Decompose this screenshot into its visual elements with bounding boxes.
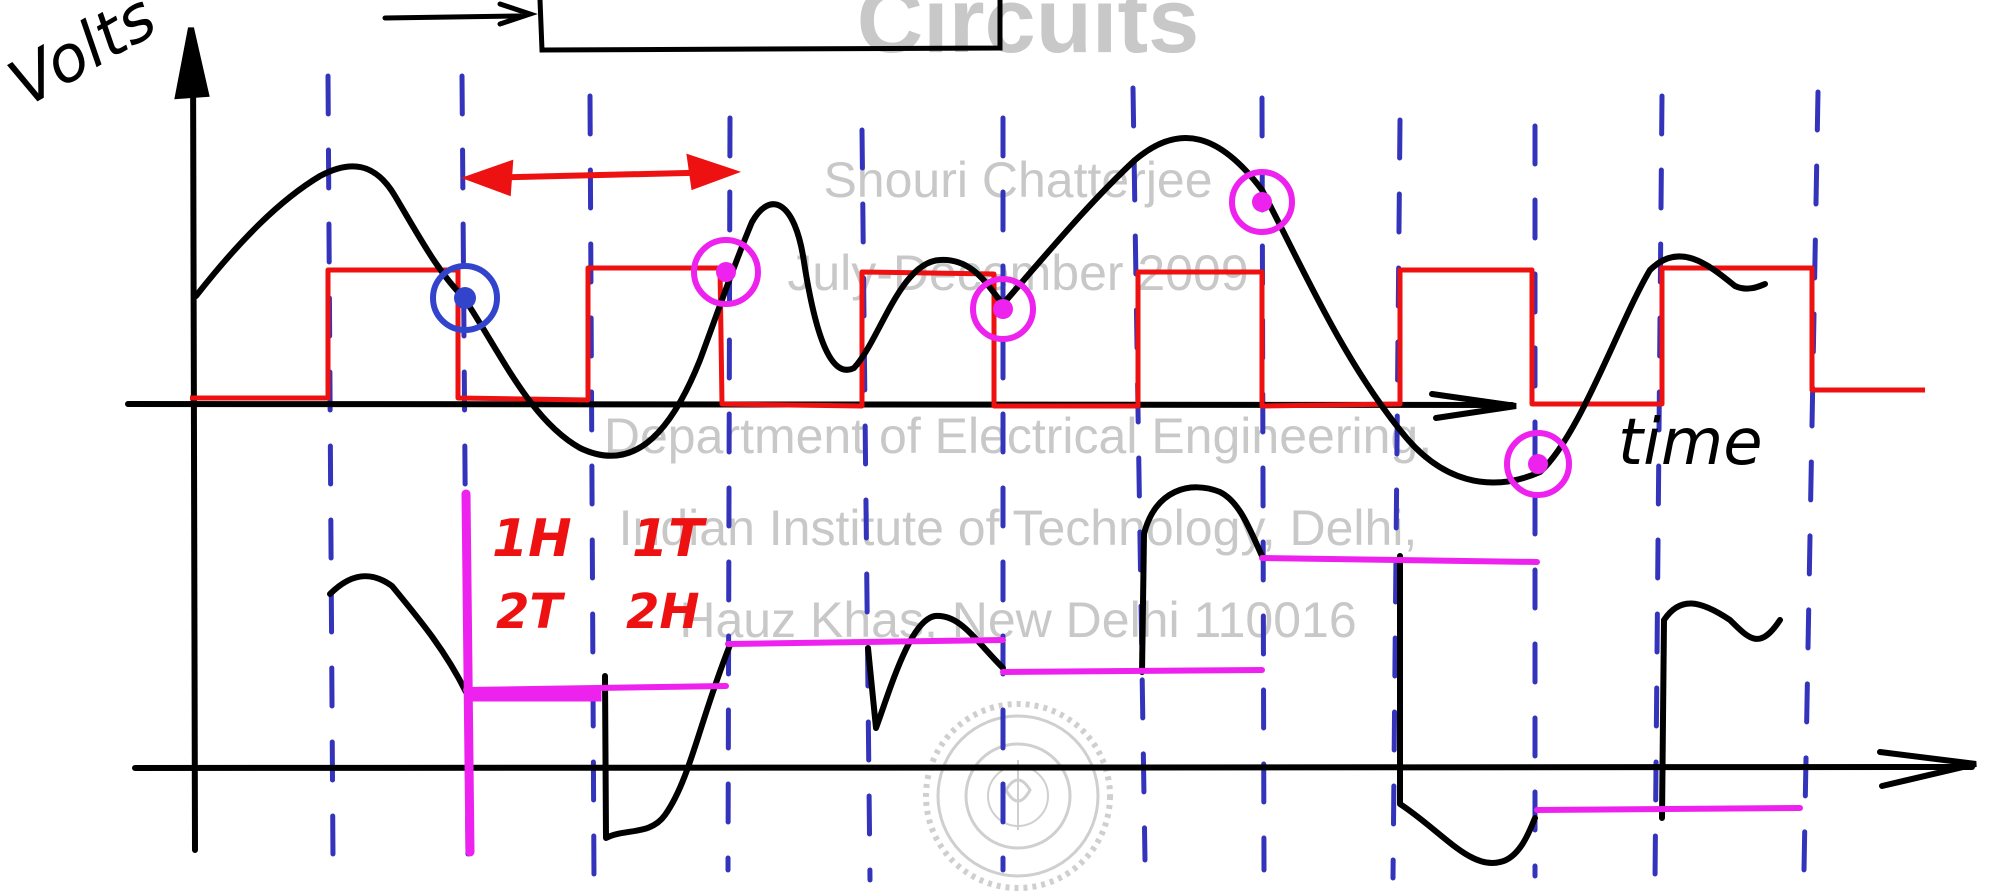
sample-points xyxy=(430,169,1572,498)
bottom-x-axis-arrow xyxy=(1877,749,1977,789)
phase-marker xyxy=(461,489,475,857)
top-y-axis xyxy=(190,43,198,853)
sample-point-4 xyxy=(1229,169,1295,235)
held-level-5 xyxy=(1534,805,1803,813)
sample-point-5 xyxy=(1504,430,1572,498)
phase-label-track-2: 2T xyxy=(496,584,565,640)
sample-line-9 xyxy=(1390,117,1403,881)
watermark-department: Department of Electrical Engineering, xyxy=(604,408,1432,464)
top-y-axis-arrow xyxy=(174,27,210,100)
phase-label-track-1: 1T xyxy=(632,509,707,569)
sample-line-7 xyxy=(1130,85,1148,863)
sample-line-8 xyxy=(1259,95,1267,873)
top-x-axis-arrow xyxy=(1429,391,1517,421)
watermark-address: Hauz Khas, New Delhi 110016 xyxy=(679,592,1356,648)
sampling-instant-lines xyxy=(325,73,1821,883)
sample-point-2 xyxy=(691,237,761,307)
track-hold-output xyxy=(327,484,1783,867)
period-arrow xyxy=(461,153,742,197)
watermark-author: Shouri Chatterjee xyxy=(823,152,1212,208)
held-sample-levels xyxy=(461,489,1803,857)
sample-line-3 xyxy=(587,93,597,883)
sample-line-12 xyxy=(1801,89,1821,873)
watermark: Circuits Shouri Chatterjee July-December… xyxy=(604,0,1432,891)
clock-waveform xyxy=(190,265,1925,409)
sample-line-2 xyxy=(459,73,471,863)
held-level-2 xyxy=(725,637,1006,647)
bottom-x-axis xyxy=(132,764,1975,771)
sample-line-1 xyxy=(325,73,336,863)
institute-seal xyxy=(923,701,1113,891)
circuit-fragment xyxy=(382,0,1003,53)
y-axis-label: Volts xyxy=(0,0,169,122)
x-axis-label: time xyxy=(1618,406,1763,480)
held-level-1-scribble xyxy=(468,688,602,702)
phase-label-hold-1: 1H xyxy=(492,509,572,569)
sample-line-11 xyxy=(1652,93,1665,883)
watermark-title: Circuits xyxy=(857,0,1200,72)
sample-line-5 xyxy=(859,127,873,883)
held-level-3 xyxy=(1000,667,1265,675)
watermark-institute: Indian Institute of Technology, Delhi, xyxy=(619,500,1418,556)
phase-label-hold-2: 2H xyxy=(626,584,700,640)
sample-line-4 xyxy=(725,115,733,873)
sample-point-3 xyxy=(970,276,1036,342)
held-level-4 xyxy=(1259,555,1540,565)
sample-point-1 xyxy=(430,263,500,333)
